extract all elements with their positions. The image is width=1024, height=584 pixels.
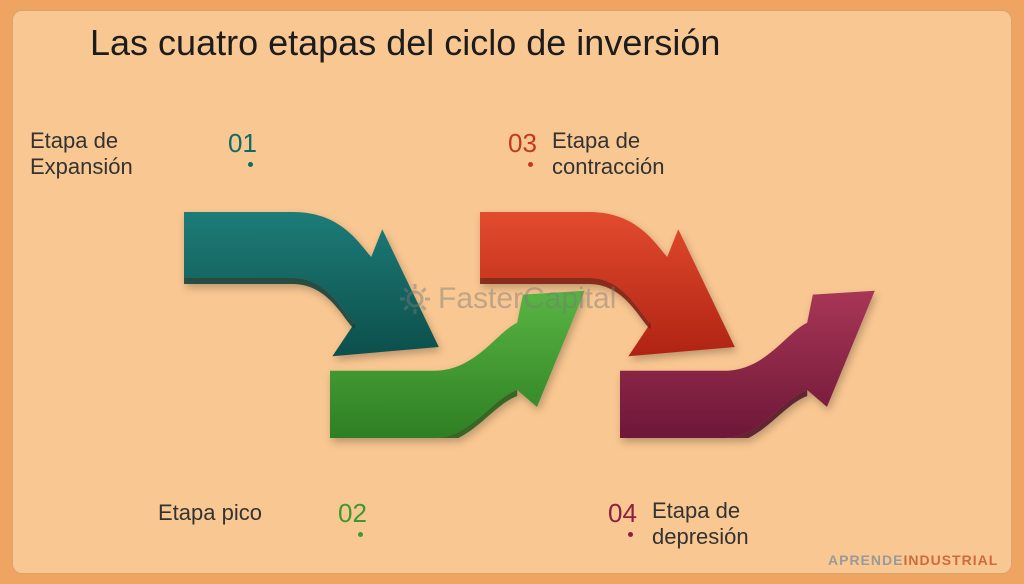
stage-label-4: Etapa de depresión (652, 498, 749, 551)
brand-logo: APRENDEINDUSTRIAL (828, 552, 998, 568)
stage-number-2: 02 (338, 498, 367, 529)
stage-label-2: Etapa pico (158, 500, 262, 526)
stage-label-3: Etapa de contracción (552, 128, 665, 181)
page-title: Las cuatro etapas del ciclo de inversión (90, 22, 720, 64)
stage-dot-3 (528, 162, 533, 167)
stage-number-4: 04 (608, 498, 637, 529)
canvas: Las cuatro etapas del ciclo de inversión… (0, 0, 1024, 584)
watermark: FasterCapital (398, 282, 616, 316)
arrow-depression (620, 278, 880, 438)
stage-dot-2 (358, 532, 363, 537)
brand-part-b: INDUSTRIAL (903, 552, 998, 568)
gear-icon (398, 282, 432, 316)
stage-dot-4 (628, 532, 633, 537)
stage-number-1: 01 (228, 128, 257, 159)
brand-part-a: APRENDE (828, 552, 903, 568)
stage-number-3: 03 (508, 128, 537, 159)
watermark-text: FasterCapital (438, 282, 616, 316)
stage-dot-1 (248, 162, 253, 167)
stage-label-1: Etapa de Expansión (30, 128, 133, 181)
